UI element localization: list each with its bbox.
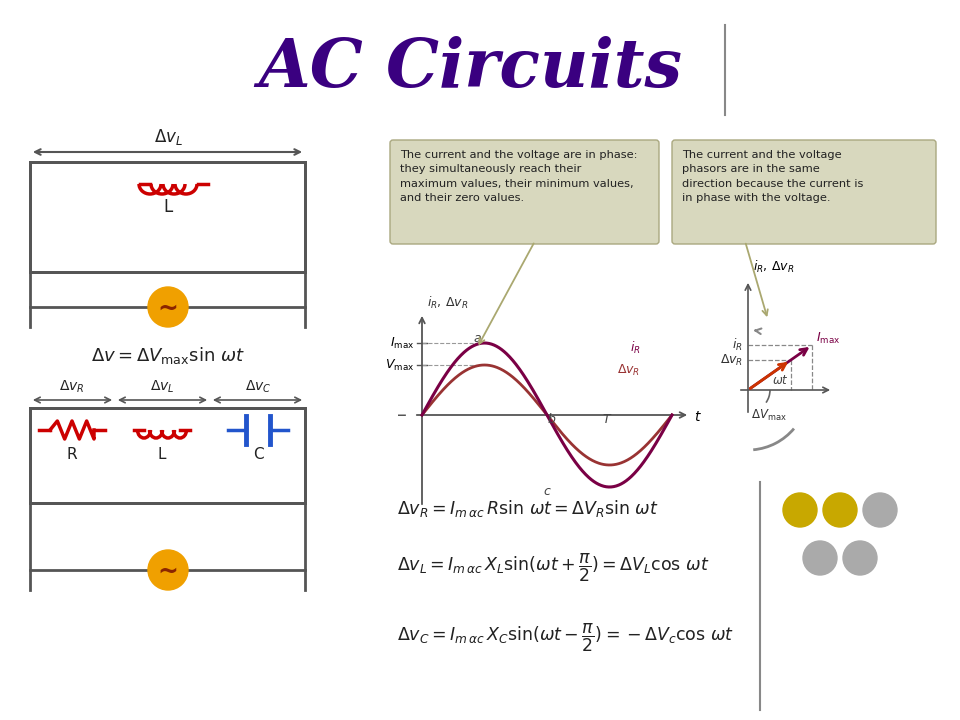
- Text: The current and the voltage
phasors are in the same
direction because the curren: The current and the voltage phasors are …: [682, 150, 863, 203]
- Text: $a$: $a$: [472, 332, 481, 345]
- Circle shape: [148, 550, 188, 590]
- Circle shape: [843, 541, 877, 575]
- Text: C: C: [252, 447, 263, 462]
- Text: $I_{\rm max}$: $I_{\rm max}$: [816, 331, 840, 346]
- Text: $\Delta v_L$: $\Delta v_L$: [150, 379, 175, 395]
- Text: $\Delta v_C$: $\Delta v_C$: [245, 379, 272, 395]
- Text: $c$: $c$: [542, 485, 551, 498]
- Text: The current and the voltage are in phase:
they simultaneously reach their
maximu: The current and the voltage are in phase…: [400, 150, 637, 203]
- Text: $i_R,\,\Delta v_R$: $i_R,\,\Delta v_R$: [427, 295, 468, 311]
- Text: AC Circuits: AC Circuits: [258, 35, 682, 101]
- Text: $\omega t$: $\omega t$: [772, 374, 789, 387]
- Text: $V_{\rm max}$: $V_{\rm max}$: [385, 357, 414, 372]
- Text: L: L: [163, 198, 173, 216]
- Text: $T$: $T$: [602, 413, 612, 426]
- Text: $t$: $t$: [694, 410, 702, 424]
- Text: $\Delta v_L$: $\Delta v_L$: [154, 127, 182, 147]
- Text: –: –: [397, 405, 407, 425]
- Text: $i_R,\,\Delta v_R$: $i_R,\,\Delta v_R$: [753, 259, 795, 275]
- FancyBboxPatch shape: [672, 140, 936, 244]
- Text: $\Delta v_R$: $\Delta v_R$: [60, 379, 84, 395]
- Text: L: L: [157, 447, 166, 462]
- Text: $I_{\rm max}$: $I_{\rm max}$: [390, 336, 414, 351]
- Text: $b$: $b$: [547, 412, 557, 426]
- Text: $\Delta v_C = I_{m\,\alpha c}\, X_C\sin(\omega t - \dfrac{\pi}{2}) = -\Delta V_c: $\Delta v_C = I_{m\,\alpha c}\, X_C\sin(…: [397, 622, 734, 654]
- FancyBboxPatch shape: [390, 140, 659, 244]
- Text: $\Delta v_R = I_{m\,\alpha c}\, R\sin\,\omega t = \Delta V_R\sin\,\omega t$: $\Delta v_R = I_{m\,\alpha c}\, R\sin\,\…: [397, 498, 659, 519]
- Circle shape: [803, 541, 837, 575]
- Text: R: R: [66, 447, 78, 462]
- Bar: [30, 162, 305, 272]
- Text: $\Delta v_R$: $\Delta v_R$: [720, 353, 743, 368]
- Circle shape: [823, 493, 857, 527]
- Text: $\Delta v = \Delta V_{\rm max}\sin\,\omega t$: $\Delta v = \Delta V_{\rm max}\sin\,\ome…: [91, 345, 245, 366]
- Bar: [30, 408, 305, 503]
- Text: $\Delta V_{\rm max}$: $\Delta V_{\rm max}$: [751, 408, 787, 423]
- Text: $\Delta v_L = I_{m\,\alpha c}\, X_L\sin(\omega t + \dfrac{\pi}{2}) = \Delta V_L\: $\Delta v_L = I_{m\,\alpha c}\, X_L\sin(…: [397, 552, 709, 585]
- Text: $i_R$: $i_R$: [732, 337, 743, 354]
- Text: ~: ~: [157, 297, 179, 321]
- Text: $\Delta v_R$: $\Delta v_R$: [617, 362, 640, 377]
- Circle shape: [148, 287, 188, 327]
- Circle shape: [863, 493, 897, 527]
- Circle shape: [783, 493, 817, 527]
- Text: $i_R$: $i_R$: [630, 340, 640, 356]
- Text: ~: ~: [157, 560, 179, 584]
